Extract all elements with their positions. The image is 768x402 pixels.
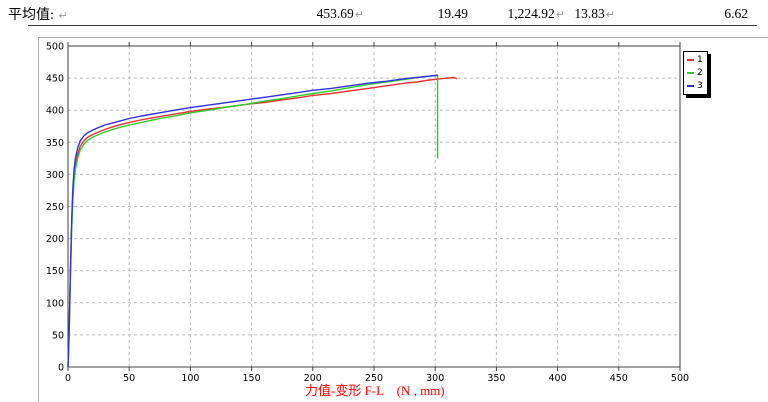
x-tick-label: 250 bbox=[365, 373, 383, 384]
legend-label: 2 bbox=[697, 68, 703, 78]
legend-marker-icon bbox=[687, 85, 694, 87]
x-tick-label: 150 bbox=[243, 373, 261, 384]
y-tick-label: 300 bbox=[46, 170, 64, 181]
legend-item-3: 3 bbox=[687, 80, 703, 92]
legend-item-2: 2 bbox=[687, 67, 703, 79]
y-tick-label: 450 bbox=[46, 74, 64, 85]
y-tick-label: 400 bbox=[46, 106, 64, 117]
header-underline bbox=[28, 25, 757, 26]
average-value-3: 1,224.92↵ bbox=[508, 6, 565, 22]
average-value-2: 19.49 bbox=[438, 6, 468, 22]
y-tick-label: 0 bbox=[58, 363, 64, 374]
return-mark-icon: ↵ bbox=[605, 8, 615, 21]
series-curve-2 bbox=[67, 74, 439, 368]
average-value-5-text: 6.62 bbox=[724, 6, 748, 21]
y-tick-label: 150 bbox=[46, 266, 64, 277]
legend-marker-icon bbox=[687, 72, 694, 74]
x-tick-label: 450 bbox=[610, 373, 628, 384]
chart-object-frame[interactable] bbox=[38, 37, 768, 402]
legend-label: 1 bbox=[697, 55, 703, 65]
return-mark-icon: ↵ bbox=[555, 8, 565, 21]
return-mark-icon: ↵ bbox=[58, 9, 68, 22]
y-tick-label: 250 bbox=[46, 202, 64, 213]
legend: 1 2 3 bbox=[683, 51, 708, 95]
series-curve-3 bbox=[67, 74, 438, 368]
y-tick-label: 50 bbox=[52, 330, 64, 341]
x-tick-label: 500 bbox=[671, 373, 689, 384]
average-value-1-text: 453.69 bbox=[316, 6, 354, 21]
legend-marker-icon bbox=[687, 59, 694, 61]
x-tick-label: 300 bbox=[426, 373, 444, 384]
series-curve-1 bbox=[67, 76, 458, 368]
legend-label: 3 bbox=[697, 81, 703, 91]
x-axis-title: 力值-变形 F-L (N , mm) bbox=[305, 383, 445, 398]
x-tick-label: 400 bbox=[549, 373, 567, 384]
y-tick-label: 100 bbox=[46, 298, 64, 309]
average-value-1: 453.69↵ bbox=[317, 6, 364, 22]
average-label-text: 平均值: bbox=[8, 8, 54, 23]
average-value-5: 6.62 bbox=[724, 6, 748, 22]
x-tick-label: 200 bbox=[304, 373, 322, 384]
return-mark-icon: ↵ bbox=[354, 8, 364, 21]
average-value-2-text: 19.49 bbox=[437, 6, 468, 21]
y-tick-label: 200 bbox=[46, 234, 64, 245]
average-label: 平均值: ↵ bbox=[8, 4, 68, 24]
y-tick-label: 350 bbox=[46, 138, 64, 149]
average-value-4: 13.83↵ bbox=[574, 6, 615, 22]
x-tick-label: 50 bbox=[123, 373, 135, 384]
y-tick-label: 500 bbox=[46, 42, 64, 53]
average-value-4-text: 13.83 bbox=[574, 6, 605, 21]
x-tick-label: 100 bbox=[181, 373, 199, 384]
legend-item-1: 1 bbox=[687, 54, 703, 66]
x-tick-label: 350 bbox=[487, 373, 505, 384]
x-tick-label: 0 bbox=[65, 373, 71, 384]
average-value-3-text: 1,224.92 bbox=[507, 6, 555, 21]
